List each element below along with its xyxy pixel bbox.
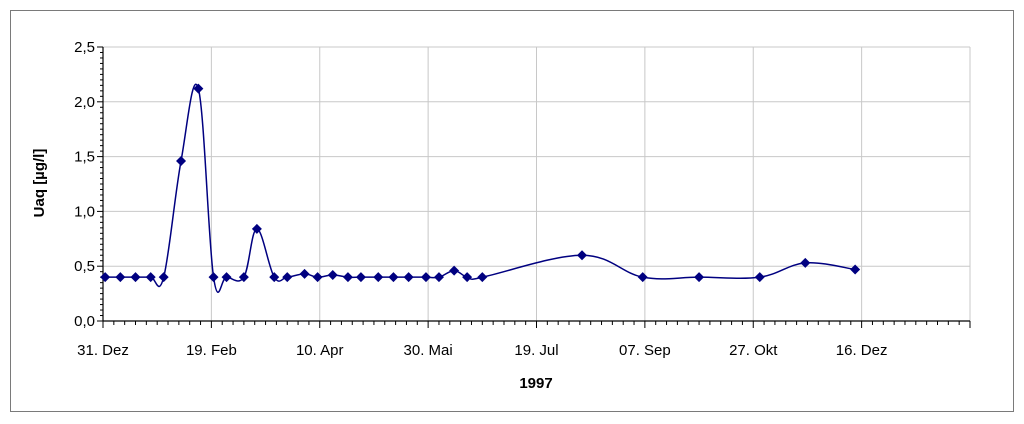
- x-tick-label: 27. Okt: [729, 342, 778, 359]
- x-axis-title: 1997: [519, 375, 552, 392]
- y-axis-title: Uaq [µg/l]: [31, 149, 48, 218]
- data-point: [208, 272, 219, 283]
- data-point: [433, 272, 444, 283]
- data-point: [312, 272, 323, 283]
- x-tick-label: 19. Jul: [514, 342, 558, 359]
- x-tick-label: 07. Sep: [619, 342, 671, 359]
- data-point: [269, 272, 280, 283]
- data-series: [100, 83, 861, 293]
- axes: [97, 46, 971, 328]
- data-point: [327, 269, 338, 280]
- data-point: [299, 268, 310, 279]
- data-point: [754, 272, 765, 283]
- x-tick-label: 16. Dez: [836, 342, 888, 359]
- data-point: [637, 272, 648, 283]
- data-point: [388, 272, 399, 283]
- data-point: [800, 257, 811, 268]
- data-point: [282, 272, 293, 283]
- data-point: [193, 83, 204, 94]
- data-point: [130, 272, 141, 283]
- data-point: [158, 272, 169, 283]
- data-point: [850, 264, 861, 275]
- data-point: [100, 272, 111, 283]
- x-tick-label: 30. Mai: [404, 342, 453, 359]
- y-tick-label: 0,5: [74, 258, 95, 275]
- data-point: [449, 265, 460, 276]
- data-point: [577, 250, 588, 261]
- y-tick-label: 2,5: [74, 39, 95, 56]
- data-point: [420, 272, 431, 283]
- data-point: [342, 272, 353, 283]
- y-tick-label: 1,0: [74, 203, 95, 220]
- data-point: [238, 272, 249, 283]
- data-point: [176, 155, 187, 166]
- series-line: [105, 83, 856, 293]
- y-tick-label: 1,5: [74, 149, 95, 166]
- data-point: [115, 272, 126, 283]
- x-tick-label: 10. Apr: [296, 342, 344, 359]
- data-point: [355, 272, 366, 283]
- data-point: [403, 272, 414, 283]
- data-point: [145, 272, 156, 283]
- x-tick-label: 19. Feb: [186, 342, 237, 359]
- y-tick-label: 0,0: [74, 313, 95, 330]
- data-point: [251, 223, 262, 234]
- data-point: [694, 272, 705, 283]
- data-point: [477, 272, 488, 283]
- x-tick-label: 31. Dez: [77, 342, 129, 359]
- data-point: [221, 272, 232, 283]
- data-point: [462, 272, 473, 283]
- tick-labels: 0,0 0,5 1,0 1,5 2,0 2,5 31. Dez 19. Feb 10. Apr 3…: [74, 39, 887, 359]
- y-tick-label: 2,0: [74, 94, 95, 111]
- data-point: [373, 272, 384, 283]
